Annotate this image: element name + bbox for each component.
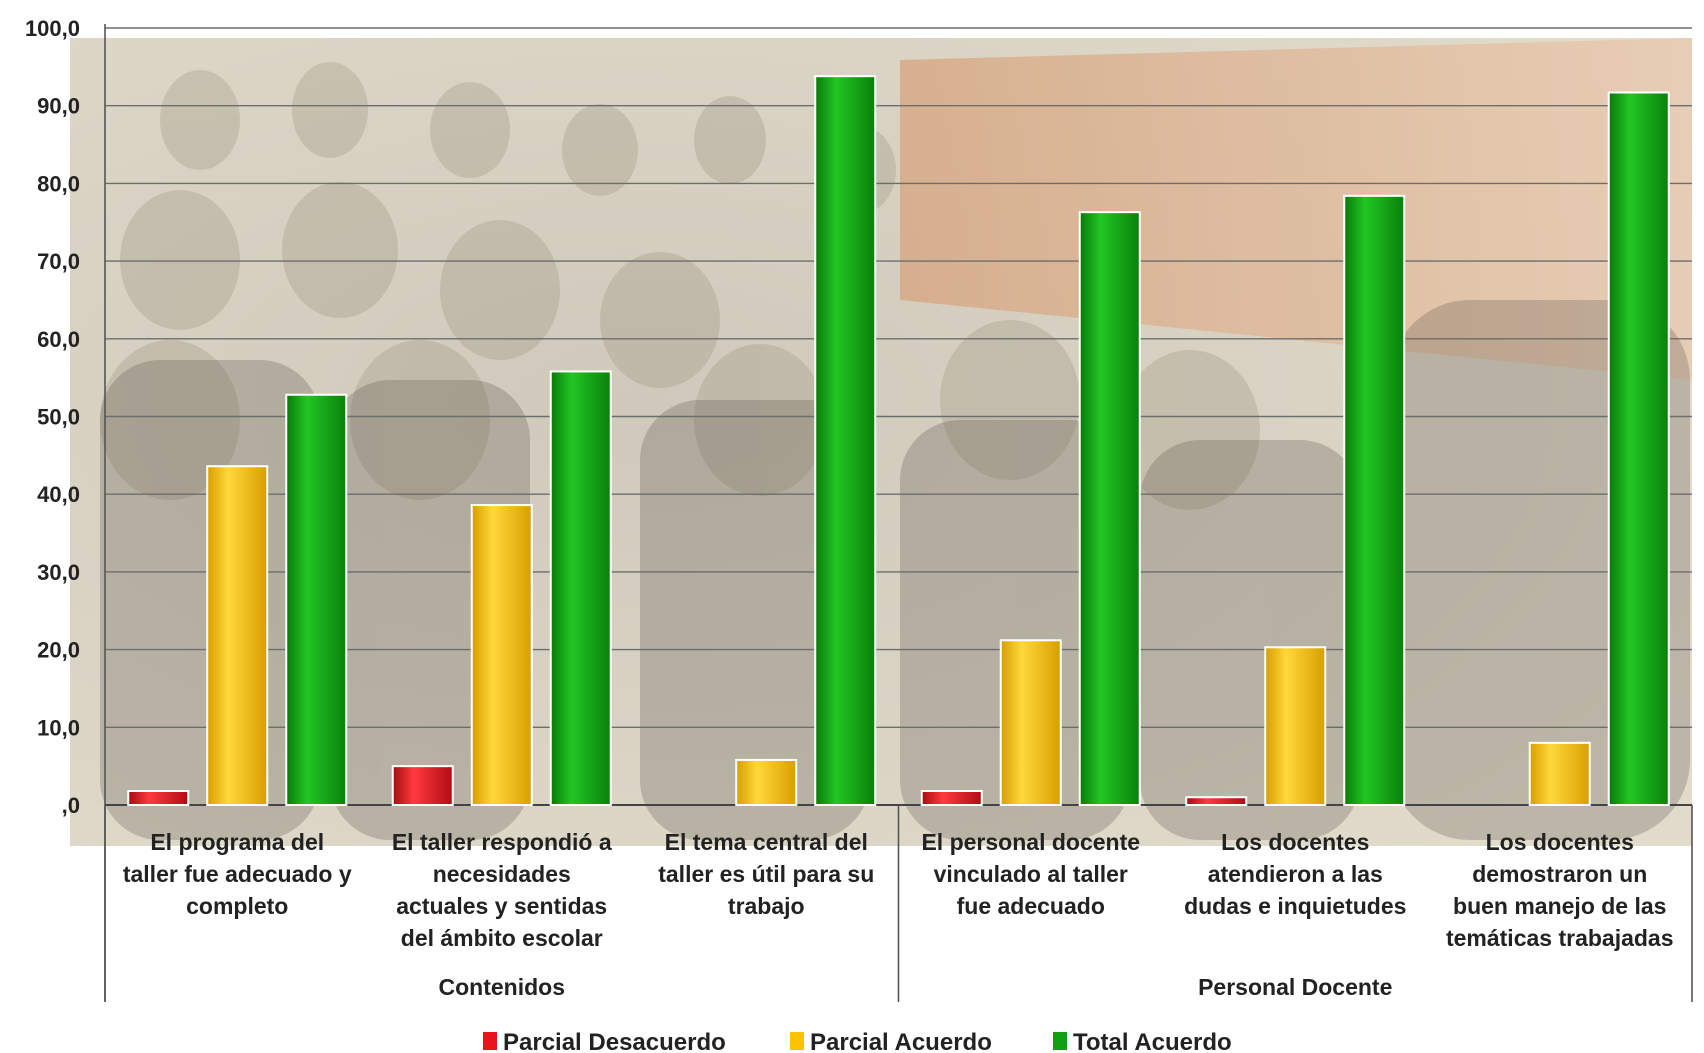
bar-parcial-desacuerdo: [1185, 796, 1248, 806]
bar-total-acuerdo: [814, 75, 877, 806]
y-tick-label: 10,0: [37, 715, 80, 740]
y-tick-label: 80,0: [37, 171, 80, 196]
category-label: El tema central del taller es útil para s…: [658, 829, 874, 919]
category-label: Los docentes atendieron a las dudas e inqu…: [1184, 829, 1406, 919]
category-label: El personal docente vinculado al taller fu…: [921, 829, 1140, 919]
bar-parcial-acuerdo: [999, 639, 1062, 806]
bar-parcial-acuerdo: [1528, 741, 1591, 807]
gridlines: [105, 27, 1692, 728]
category-label: Los docentes demostraron un buen manejo de…: [1446, 829, 1674, 951]
y-tick-label: 50,0: [37, 405, 80, 430]
category-label: El taller respondió a necesidades actuales…: [392, 829, 612, 951]
y-tick-label: ,0: [62, 793, 80, 818]
y-tick-label: 70,0: [37, 249, 80, 274]
bars: [127, 75, 1670, 807]
legend-swatch: [790, 1032, 804, 1050]
bar-total-acuerdo: [1343, 194, 1406, 807]
x-axis: El programa del taller fue adecuado y comp…: [104, 805, 1693, 1002]
bar-total-acuerdo: [1078, 211, 1141, 807]
bar-parcial-desacuerdo: [391, 765, 454, 807]
y-tick-label: 90,0: [37, 94, 80, 119]
legend-swatch: [1053, 1032, 1067, 1050]
bar-total-acuerdo: [1607, 91, 1670, 806]
y-tick-label: 60,0: [37, 327, 80, 352]
y-tick-label: 20,0: [37, 638, 80, 663]
bar-parcial-acuerdo: [735, 758, 798, 807]
bar-parcial-acuerdo: [470, 504, 533, 806]
legend-label: Parcial Desacuerdo: [503, 1029, 726, 1053]
y-tick-label: 40,0: [37, 482, 80, 507]
category-label: El programa del taller fue adecuado y comp…: [123, 829, 352, 919]
bar-parcial-desacuerdo: [127, 790, 190, 806]
legend-label: Total Acuerdo: [1073, 1029, 1232, 1053]
legend-swatch: [483, 1032, 497, 1050]
legend-label: Parcial Acuerdo: [810, 1029, 992, 1053]
bar-parcial-desacuerdo: [920, 790, 983, 806]
y-tick-label: 100,0: [25, 16, 80, 41]
bar-parcial-acuerdo: [1264, 646, 1327, 806]
bar-parcial-acuerdo: [206, 465, 269, 806]
bar-total-acuerdo: [549, 370, 612, 806]
y-tick-label: 30,0: [37, 560, 80, 585]
group-label: Contenidos: [439, 974, 566, 1000]
legend: Parcial Desacuerdo Parcial Acuerdo Total A…: [483, 1029, 1232, 1053]
bar-total-acuerdo: [285, 393, 348, 806]
group-label: Personal Docente: [1198, 974, 1392, 1000]
